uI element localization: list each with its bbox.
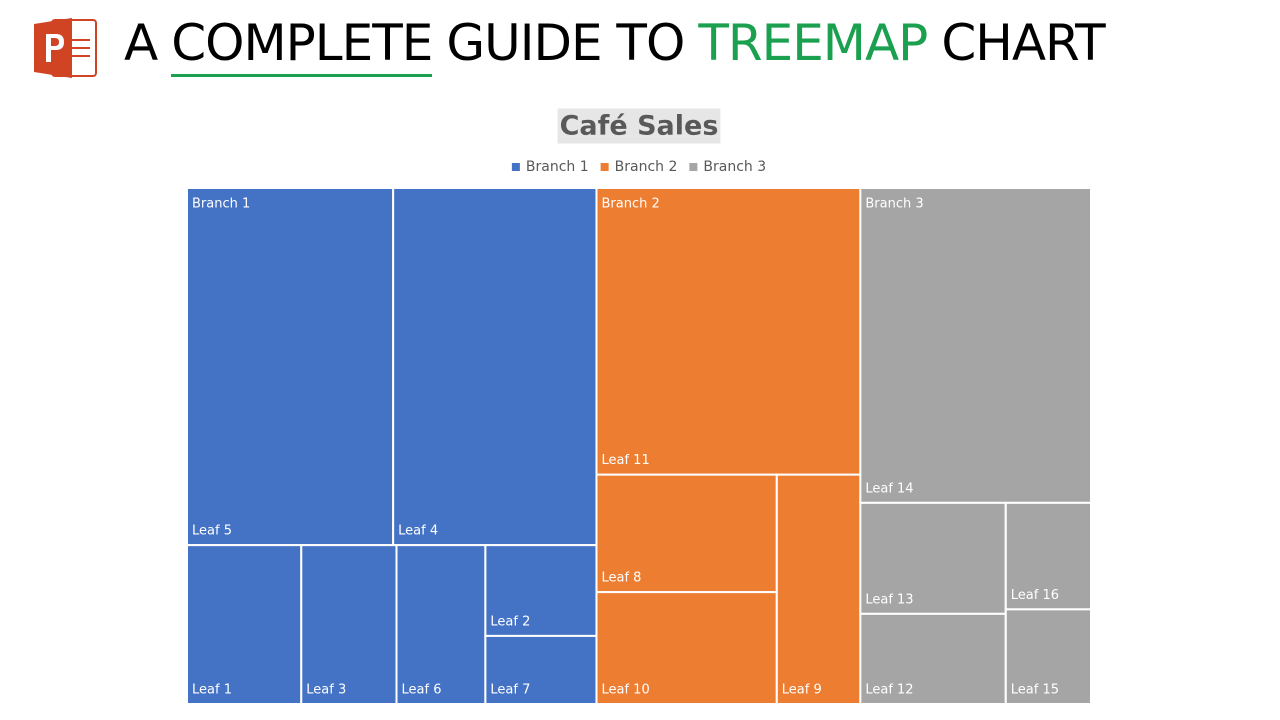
treemap-tile: [595, 591, 778, 706]
title-word: A: [124, 14, 158, 72]
branch-label: Branch 3: [865, 197, 923, 212]
treemap-tile: [395, 544, 487, 706]
treemap-tile: [859, 612, 1007, 706]
chart-title-background: [557, 108, 721, 144]
tile-label: Leaf 2: [490, 614, 530, 629]
legend-swatch: [600, 163, 609, 171]
legend-swatch: [511, 163, 520, 171]
tile-label: Leaf 15: [1011, 683, 1059, 698]
tile-label: Leaf 7: [490, 683, 530, 698]
chart-title: Café Sales: [560, 111, 719, 142]
treemap-tile: [484, 634, 598, 706]
slide-title: A COMPLETE GUIDE TO TREEMAP CHART: [124, 14, 1119, 77]
tile-label: Leaf 11: [601, 453, 649, 468]
tile-label: Leaf 6: [402, 683, 442, 698]
tile-label: Leaf 1: [192, 683, 232, 698]
tile-label: Leaf 4: [398, 524, 438, 539]
legend-label: Branch 1: [526, 159, 589, 175]
legend-swatch: [689, 163, 698, 171]
treemap-tile: [775, 473, 862, 705]
branch-label: Branch 1: [192, 197, 250, 212]
title-word: GUIDE TO: [446, 14, 685, 72]
tile-label: Leaf 14: [865, 481, 913, 496]
tile-label: Leaf 5: [192, 524, 232, 539]
tile-label: Leaf 13: [865, 592, 913, 607]
tile-label: Leaf 10: [601, 683, 649, 698]
title-word: CHART: [941, 14, 1105, 72]
chart: Café Sales Branch 1 Branch 2 Branch 3 Leaf …: [186, 108, 1093, 706]
tile-label: Leaf 12: [865, 683, 913, 698]
tile-label: Leaf 3: [306, 683, 346, 698]
treemap-tile: [300, 544, 398, 706]
legend-label: Branch 2: [615, 159, 678, 175]
branch-label: Branch 2: [601, 197, 659, 212]
tile-label: Leaf 16: [1011, 588, 1059, 603]
tile-label: Leaf 8: [601, 571, 641, 586]
treemap-tile: [595, 187, 862, 476]
treemap-tile: [392, 187, 598, 547]
title-word: COMPLETE: [171, 14, 433, 77]
treemap-tile: [186, 544, 303, 706]
powerpoint-icon: [34, 18, 97, 78]
tile-label: Leaf 9: [782, 683, 822, 698]
treemap-tile: [1004, 608, 1093, 705]
legend: Branch 1 Branch 2 Branch 3: [511, 159, 766, 175]
legend-label: Branch 3: [703, 159, 766, 175]
treemap-tile: [186, 187, 395, 547]
treemap-tile: [859, 187, 1093, 504]
title-word: TREEMAP: [698, 14, 928, 72]
treemap-tile: [1004, 501, 1093, 611]
